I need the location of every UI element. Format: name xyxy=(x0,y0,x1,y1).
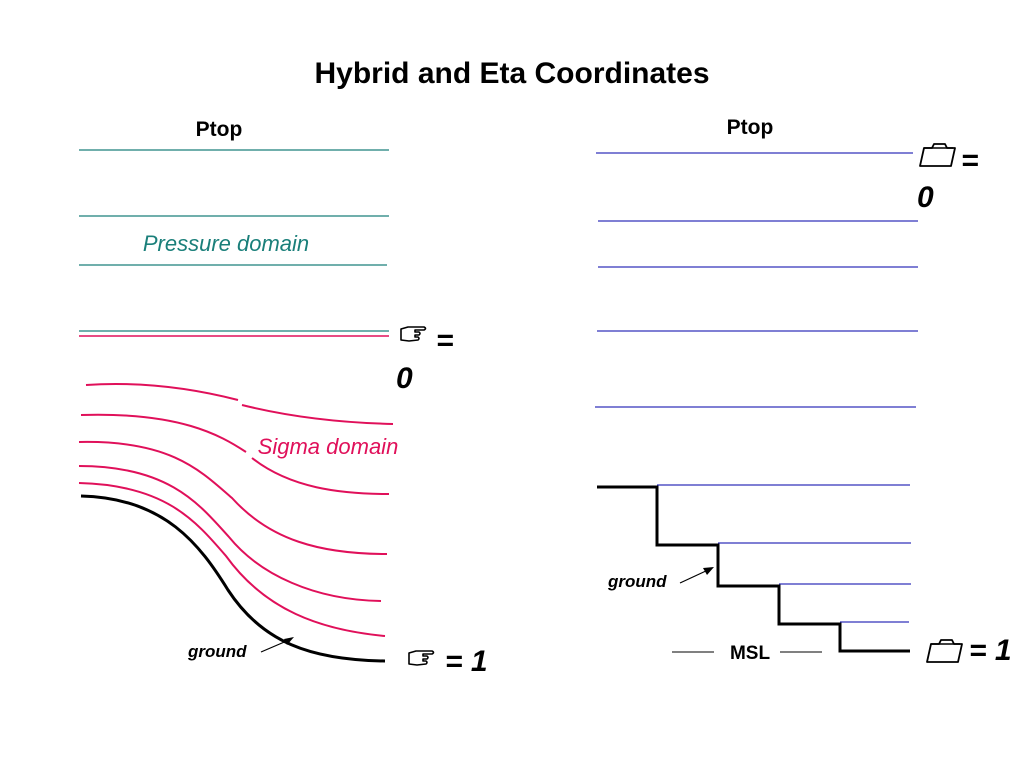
sigma-domain-label: Sigma domain xyxy=(258,434,399,459)
right-top-coordinate: = 0 xyxy=(917,143,979,214)
sigma-levels xyxy=(78,383,394,637)
left-panel-hybrid: Ptop Pressure domain Sigma domain ground xyxy=(78,118,488,678)
left-ground-arrow xyxy=(260,639,290,653)
sigma-level-line xyxy=(85,383,239,401)
right-bottom-coordinate-value: = 1 xyxy=(969,634,1012,667)
right-ground-steps xyxy=(597,485,910,653)
left-bottom-coordinate-value: = 1 xyxy=(445,645,488,678)
left-top-coordinate-value: 0 xyxy=(396,362,413,395)
right-bottom-coordinate: = 1 xyxy=(926,634,1012,667)
left-bottom-coordinate: = 1 xyxy=(408,645,488,678)
sigma-level-line xyxy=(241,404,394,425)
page-title: Hybrid and Eta Coordinates xyxy=(314,57,709,90)
right-ground-arrowhead xyxy=(703,567,714,575)
left-ground-label: ground xyxy=(187,642,247,661)
right-top-coordinate-equals: = xyxy=(961,144,979,177)
left-top-coordinate-equals: = xyxy=(436,324,454,357)
pressure-domain-label: Pressure domain xyxy=(143,231,309,256)
right-ground-label: ground xyxy=(607,572,667,591)
pressure-levels xyxy=(79,149,389,332)
left-ground-line xyxy=(80,494,386,663)
sigma-level-line xyxy=(80,413,247,453)
pointing-hand-icon xyxy=(408,650,435,666)
sigma-level-line xyxy=(78,440,388,555)
folder-icon xyxy=(919,143,956,167)
right-panel-eta: Ptop ground MSL = 0 xyxy=(595,116,1012,667)
sigma-level-line xyxy=(251,457,390,495)
left-top-coordinate: = 0 xyxy=(396,324,454,395)
pointing-hand-icon xyxy=(400,326,427,342)
left-ptop-label: Ptop xyxy=(196,118,243,141)
eta-levels xyxy=(595,152,918,623)
left-ground-arrowhead xyxy=(284,637,294,645)
sigma-level-line xyxy=(78,465,382,602)
msl-label: MSL xyxy=(730,643,771,664)
right-ptop-label: Ptop xyxy=(727,116,774,139)
folder-icon xyxy=(926,639,963,663)
right-top-coordinate-value: 0 xyxy=(917,181,934,214)
sigma-level-line xyxy=(78,482,386,637)
right-ground-arrow xyxy=(679,569,709,584)
